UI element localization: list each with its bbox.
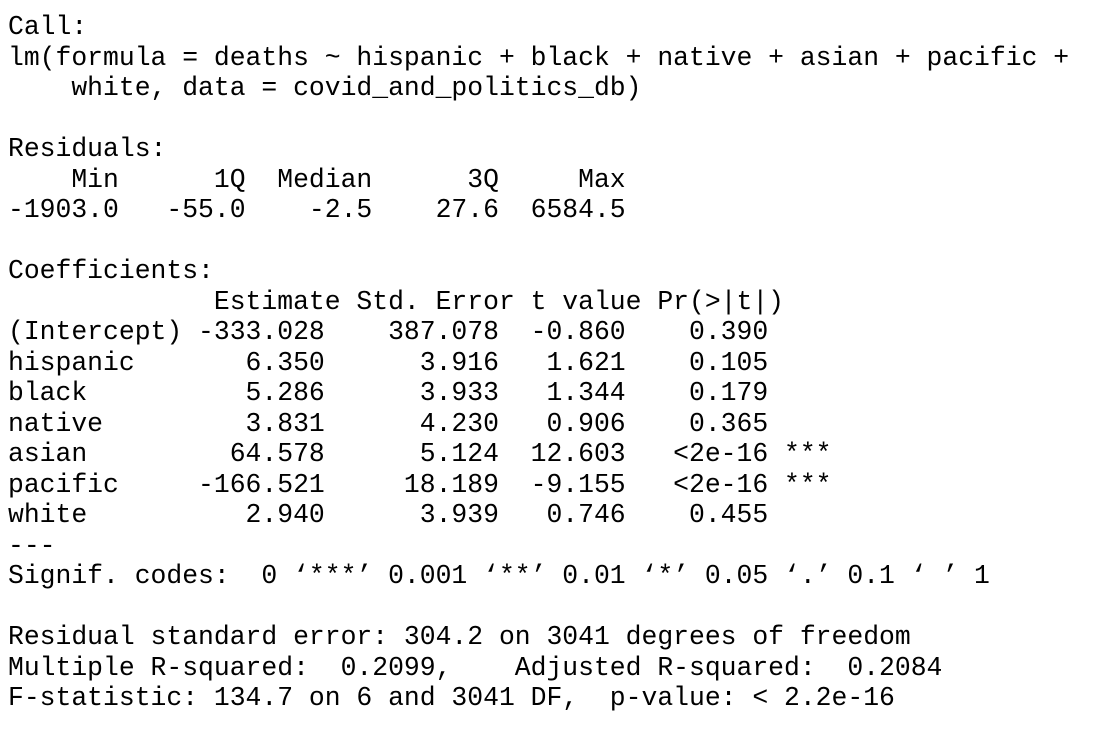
output-line: white 2.940 3.939 0.746 0.455: [8, 500, 769, 530]
output-block: Call: lm(formula = deaths ~ hispanic + bl…: [8, 12, 1111, 104]
output-line: Coefficients:: [8, 256, 214, 286]
output-line: ---: [8, 530, 56, 561]
output-line: Min 1Q Median 3Q Max: [8, 164, 626, 195]
output-block: Coefficients: Estimate Std. Error t valu…: [8, 256, 1111, 592]
output-line: Call:: [8, 12, 88, 42]
output-block: Residual standard error: 304.2 on 3041 d…: [8, 622, 1111, 714]
output-line: (Intercept) -333.028 387.078 -0.860 0.39…: [8, 317, 769, 347]
output-block: Residuals: Min 1Q Median 3Q Max -1903.0 -…: [8, 134, 1111, 226]
output-line: Signif. codes: 0 ‘***’ 0.001 ‘**’ 0.01 ‘…: [8, 561, 990, 591]
output-line: Estimate Std. Error t value Pr(>|t|): [8, 286, 785, 317]
output-line: pacific -166.521 18.189 -9.155 <2e-16 **…: [8, 469, 832, 500]
output-line: -1903.0 -55.0 -2.5 27.6 6584.5: [8, 195, 626, 225]
output-line: asian 64.578 5.124 12.603 <2e-16 ***: [8, 439, 832, 469]
output-line: hispanic 6.350 3.916 1.621 0.105: [8, 347, 769, 378]
output-line: lm(formula = deaths ~ hispanic + black +…: [8, 42, 1070, 73]
output-line: white, data = covid_and_politics_db): [8, 73, 642, 103]
output-line: F-statistic: 134.7 on 6 and 3041 DF, p-v…: [8, 683, 895, 713]
output-line: native 3.831 4.230 0.906 0.365: [8, 408, 769, 439]
output-line: Residual standard error: 304.2 on 3041 d…: [8, 622, 911, 652]
output-line: Multiple R-squared: 0.2099, Adjusted R-s…: [8, 652, 943, 683]
output-line: black 5.286 3.933 1.344 0.179: [8, 378, 769, 408]
output-line: Residuals:: [8, 134, 167, 164]
